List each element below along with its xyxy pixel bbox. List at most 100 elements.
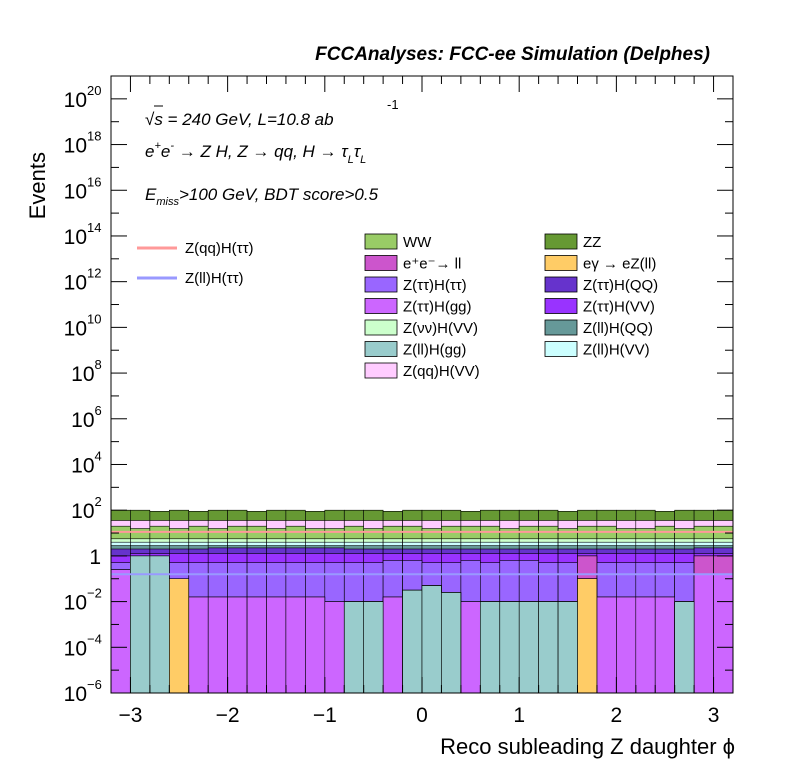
- legend-col1-label: Z(ll)H(gg): [403, 342, 466, 359]
- legend-col1-swatch: [364, 341, 398, 357]
- bar-0-23: [557, 601, 578, 694]
- y-tick-label: 10 16: [64, 174, 102, 203]
- bar-2-27: [635, 596, 656, 694]
- y-tick-base: 10: [71, 363, 94, 386]
- y-tick-label: 10 18: [64, 129, 102, 158]
- legend-col1-swatch: [364, 362, 398, 379]
- y-tick-exponent: 8: [95, 357, 102, 372]
- y-tick-label: 10 −6: [64, 677, 102, 706]
- bar-2-6: [227, 596, 248, 694]
- legend-col1-label: Z(ττ)H(ττ): [403, 277, 467, 294]
- bar-0-13: [363, 601, 384, 694]
- axis-ticks: [110, 75, 734, 694]
- legend-col2-label: Z(ll)H(VV): [583, 342, 650, 359]
- legend-col1-swatch: [364, 233, 398, 250]
- legend-col1-swatch: [364, 255, 398, 271]
- y-tick-label: 10 −4: [64, 631, 102, 660]
- legend-col2-swatch: [544, 319, 578, 336]
- x-tick-label: −3: [118, 704, 142, 727]
- bar-0-22: [538, 601, 559, 694]
- y-tick-exponent: −2: [87, 586, 102, 601]
- y-tick-exponent: −4: [87, 631, 102, 646]
- y-tick-exponent: −6: [87, 677, 102, 692]
- legend-col2-label: eγ → eZ(ll): [583, 256, 656, 273]
- legend-signal-label: Z(qq)H(ττ): [185, 240, 254, 257]
- bar-1-24: [577, 578, 598, 694]
- y-tick-label: 10 12: [64, 266, 102, 295]
- legend-col2-label: Z(ττ)H(QQ): [583, 277, 658, 294]
- y-tick-exponent: 18: [87, 129, 101, 144]
- y-tick-base: 10: [64, 180, 87, 203]
- annotation-selection: Emiss>100 GeV, BDT score>0.5: [145, 185, 379, 208]
- legend-col1-label: Z(νν)H(VV): [403, 320, 478, 337]
- y-tick-label: 10 14: [64, 220, 102, 249]
- energy-text: √s = 240 GeV, L=10.8 ab: [145, 110, 334, 129]
- legend-col1-swatch: [364, 276, 398, 293]
- bar-2-26: [616, 596, 637, 694]
- svg-text:Emiss>100 GeV, BDT score>0.5: Emiss>100 GeV, BDT score>0.5: [145, 185, 379, 208]
- y-tick-label: 10 8: [71, 357, 102, 386]
- figure-header: FCCAnalyses: FCC-ee Simulation (Delphes): [315, 44, 710, 65]
- y-tick-exponent: 4: [95, 448, 102, 463]
- legend-col1-label: Z(ττ)H(gg): [403, 299, 472, 316]
- y-tick-label: 10 20: [64, 83, 102, 112]
- legend: Z(qq)H(ττ) Z(ll)H(ττ) WW e⁺e⁻→ ll Z(ττ)H(ττ)…: [137, 233, 658, 380]
- y-tick-exponent: 20: [87, 83, 101, 98]
- x-tick-label: 3: [708, 704, 720, 727]
- y-tick-base: 10: [64, 592, 87, 615]
- bar-1-3: [169, 578, 190, 694]
- bar-0-1: [130, 555, 151, 694]
- bar-2-10: [305, 596, 326, 694]
- legend-col1-label: Z(qq)H(VV): [403, 363, 480, 380]
- y-tick-label: 10 2: [71, 494, 102, 523]
- bar-2-8: [266, 596, 287, 694]
- annotation-energy: √s = 240 GeV, L=10.8 ab -1: [145, 97, 399, 129]
- legend-col2-label: Z(ττ)H(VV): [583, 299, 655, 316]
- svg-text:√s = 240 GeV, L=10.8 ab: √s = 240 GeV, L=10.8 ab: [145, 110, 334, 129]
- legend-col1-label: e⁺e⁻→ ll: [403, 256, 461, 273]
- y-tick-label: 1: [89, 546, 101, 569]
- bar-2-7: [246, 596, 267, 694]
- y-tick-base: 10: [71, 454, 94, 477]
- y-tick-base: 10: [64, 135, 87, 158]
- y-tick-base: 10: [64, 317, 87, 340]
- legend-col2-swatch: [544, 233, 578, 250]
- bar-2-9: [285, 596, 306, 694]
- x-tick-label: 2: [611, 704, 623, 727]
- bar-2-18: [460, 601, 481, 694]
- y-tick-exponent: 12: [87, 266, 101, 281]
- histogram-bars: [110, 509, 734, 694]
- y-tick-base: 10: [64, 637, 87, 660]
- legend-col2-swatch: [544, 298, 578, 314]
- legend-col2-label: ZZ: [583, 234, 601, 251]
- x-tick-label: −1: [313, 704, 337, 727]
- y-tick-exponent: 10: [87, 311, 101, 326]
- bar-2-14: [382, 596, 403, 694]
- bar-2-5: [207, 596, 228, 694]
- legend-col2-swatch: [544, 255, 578, 271]
- y-tick-base: 10: [64, 226, 87, 249]
- bar-0-21: [518, 601, 539, 694]
- legend-col1-label: WW: [403, 234, 432, 251]
- signal-lines: [111, 530, 733, 576]
- x-tick-label: 1: [513, 704, 525, 727]
- bar-2-11: [324, 601, 345, 694]
- y-tick-base: 10: [71, 409, 94, 432]
- bar-0-16: [421, 585, 442, 694]
- bar-0-19: [479, 601, 500, 694]
- y-tick-exponent: 14: [87, 220, 101, 235]
- y-tick-base: 10: [71, 500, 94, 523]
- legend-col1-swatch: [364, 298, 398, 314]
- y-tick-base: 10: [64, 89, 87, 112]
- legend-col2-swatch: [544, 341, 578, 357]
- y-tick-label: 10 4: [71, 448, 102, 477]
- y-tick-exponent: 16: [87, 174, 101, 189]
- bar-2-30: [693, 573, 714, 694]
- bar-2-25: [596, 596, 617, 694]
- bar-0-29: [674, 601, 695, 694]
- bar-2-0: [110, 569, 131, 694]
- y-axis-title: Events: [25, 152, 50, 219]
- y-tick-label: 10 −2: [64, 586, 102, 615]
